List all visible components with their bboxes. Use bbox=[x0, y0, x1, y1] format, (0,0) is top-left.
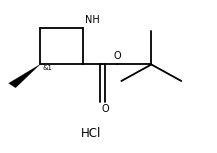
Text: O: O bbox=[113, 51, 121, 61]
Text: O: O bbox=[102, 104, 109, 114]
Text: &1: &1 bbox=[42, 65, 52, 71]
Polygon shape bbox=[9, 64, 40, 88]
Text: HCl: HCl bbox=[81, 127, 102, 140]
Text: NH: NH bbox=[85, 15, 100, 25]
